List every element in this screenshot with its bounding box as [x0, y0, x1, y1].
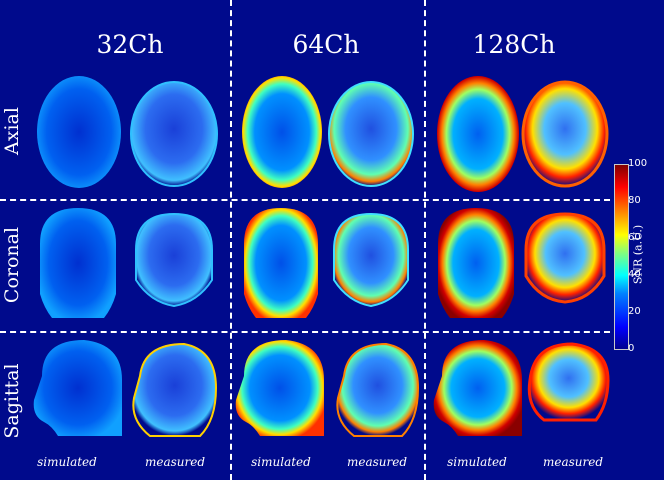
label-simulated-32ch: simulated — [37, 455, 97, 469]
axial-32ch-simulated — [37, 76, 121, 188]
coronal-64ch-simulated — [244, 208, 318, 318]
row-divider-1 — [0, 199, 610, 201]
row-title-sagittal: Sagittal — [1, 363, 23, 439]
axial-64ch-measured — [328, 81, 414, 187]
sagittal-32ch-measured — [132, 342, 218, 437]
row-title-axial: Axial — [1, 107, 23, 155]
label-measured-128ch: measured — [542, 455, 604, 469]
colorbar-tick-60: 60 — [628, 232, 641, 243]
label-simulated-64ch: simulated — [251, 455, 311, 469]
label-simulated-128ch: simulated — [447, 455, 507, 469]
coronal-32ch-simulated — [40, 208, 116, 318]
axial-128ch-simulated — [437, 76, 519, 192]
row-divider-2 — [0, 331, 610, 333]
label-measured-32ch: measured — [144, 455, 206, 469]
colorbar-tick-20: 20 — [628, 306, 641, 317]
row-title-coronal: Coronal — [1, 226, 23, 304]
sagittal-64ch-simulated — [235, 340, 324, 436]
colorbar-tick-40: 40 — [628, 269, 641, 280]
axial-32ch-measured — [130, 81, 218, 187]
sagittal-128ch-simulated — [433, 340, 522, 436]
column-title-32ch: 32Ch — [96, 30, 164, 59]
coronal-64ch-measured — [333, 212, 409, 308]
coronal-128ch-measured — [524, 212, 606, 304]
label-measured-64ch: measured — [346, 455, 408, 469]
snr-colorbar — [614, 164, 629, 350]
colorbar-label: SNR (a.U.) — [631, 224, 645, 285]
colorbar-tick-0: 0 — [628, 343, 635, 354]
column-title-64ch: 64Ch — [292, 30, 360, 59]
sagittal-64ch-measured — [336, 342, 420, 437]
sagittal-128ch-measured — [527, 342, 610, 422]
colorbar-tick-100: 100 — [628, 158, 648, 169]
coronal-32ch-measured — [135, 212, 213, 308]
colorbar-tick-80: 80 — [628, 195, 641, 206]
column-divider-1 — [230, 0, 232, 480]
axial-64ch-simulated — [242, 76, 322, 188]
axial-128ch-measured — [521, 80, 609, 188]
sagittal-32ch-simulated — [33, 340, 122, 436]
column-title-128ch: 128Ch — [472, 30, 556, 59]
column-divider-2 — [424, 0, 426, 480]
coronal-128ch-simulated — [438, 208, 514, 318]
